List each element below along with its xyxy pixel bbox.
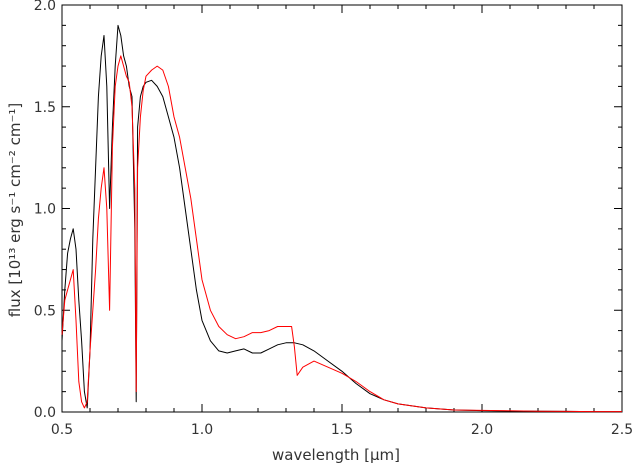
y-tick-label: 1.5 — [34, 100, 56, 116]
x-axis-label: wavelength [μm] — [272, 446, 400, 464]
plot-frame — [61, 4, 623, 413]
series-line-1 — [61, 24, 622, 413]
x-tick-label: 1.5 — [331, 422, 353, 438]
x-tick-label: 2.5 — [611, 422, 633, 438]
y-tick-label: 0.5 — [34, 303, 56, 319]
y-axis-ticks: 0.0 0.5 1.0 1.5 2.0 — [34, 0, 622, 421]
series-line-2 — [61, 55, 622, 413]
x-tick-label: 1.0 — [191, 422, 213, 438]
x-tick-label: 0.5 — [51, 422, 73, 438]
series-group — [61, 24, 622, 413]
y-tick-label: 2.0 — [34, 0, 56, 14]
y-tick-label: 1.0 — [34, 202, 56, 218]
plot-area — [61, 4, 623, 413]
y-axis-label: flux [10¹³ erg s⁻¹ cm⁻² cm⁻¹] — [6, 103, 24, 317]
x-tick-label: 2.0 — [471, 422, 493, 438]
x-axis-ticks: 0.5 1.0 1.5 2.0 2.5 — [51, 5, 633, 438]
y-tick-label: 0.0 — [34, 405, 56, 421]
